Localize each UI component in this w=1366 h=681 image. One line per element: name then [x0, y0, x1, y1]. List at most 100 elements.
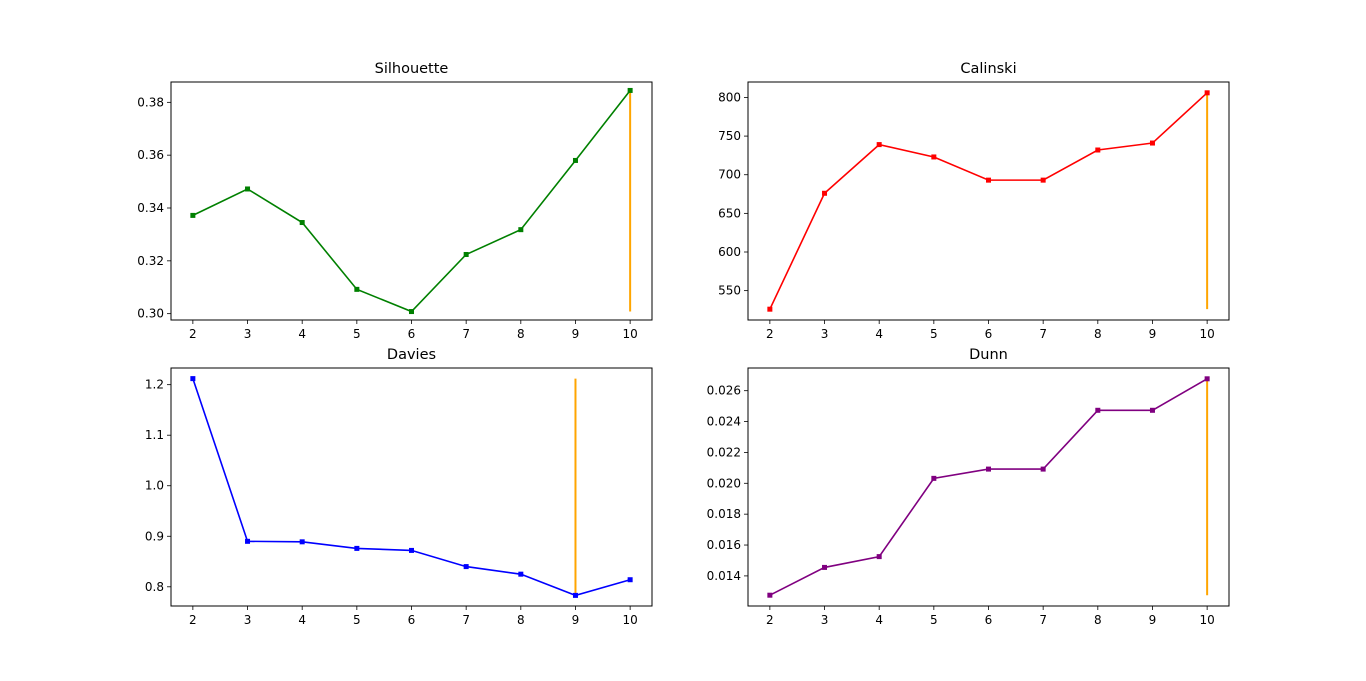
y-tick-label: 0.34 — [137, 201, 164, 215]
data-point — [518, 227, 524, 233]
x-tick-label: 7 — [1039, 613, 1047, 627]
x-tick-label: 6 — [408, 613, 416, 627]
y-tick-label: 1.2 — [145, 378, 164, 392]
panel-calinski: Calinski 2 3 4 5 6 7 8 9 10 550 600 650 700 750 800 — [718, 61, 1230, 341]
data-point — [245, 186, 251, 192]
x-tick-label: 3 — [244, 613, 252, 627]
x-tick-label: 8 — [517, 613, 525, 627]
y-tick-label: 0.32 — [137, 254, 164, 268]
data-point — [767, 592, 773, 598]
data-point — [409, 309, 414, 315]
y-tick-label: 0.024 — [707, 415, 741, 429]
data-point — [354, 545, 360, 551]
data-point — [409, 547, 414, 553]
x-tick-label: 9 — [1149, 613, 1157, 627]
axes-frame — [170, 367, 653, 607]
x-tick-label: 2 — [189, 613, 197, 627]
data-point — [190, 212, 196, 218]
x-tick-label: 3 — [821, 613, 829, 627]
data-point — [1040, 466, 1046, 472]
y-tick-label: 750 — [718, 129, 741, 143]
x-tick-label: 3 — [244, 327, 252, 341]
x-tick-label: 9 — [1149, 327, 1157, 341]
panel-davies: Davies 2 3 4 5 6 7 8 9 10 0.8 0.9 1.0 1.1 1.2 — [145, 347, 653, 627]
data-point — [245, 538, 251, 544]
series-line — [769, 92, 1208, 310]
y-tick-label: 600 — [718, 245, 741, 259]
panel-dunn: Dunn 2 3 4 5 6 7 8 9 10 0.014 0.016 0.018 0.020 0.022… — [707, 347, 1230, 627]
x-tick-label: 10 — [622, 613, 637, 627]
y-tick-label: 0.026 — [707, 384, 741, 398]
data-point — [572, 157, 578, 163]
data-point — [931, 154, 937, 160]
data-point — [822, 564, 828, 570]
y-tick-label: 800 — [718, 90, 741, 104]
x-tick-label: 3 — [821, 327, 829, 341]
panel-title: Silhouette — [375, 61, 449, 77]
y-tick-label: 0.016 — [707, 538, 741, 552]
y-tick-label: 1.1 — [145, 428, 164, 442]
data-point — [354, 286, 360, 292]
x-tick-label: 2 — [766, 327, 774, 341]
y-tick-label: 0.014 — [707, 569, 741, 583]
panel-title: Davies — [387, 347, 436, 363]
x-tick-label: 10 — [1199, 613, 1214, 627]
x-tick-label: 10 — [622, 327, 637, 341]
x-tick-label: 4 — [875, 327, 883, 341]
x-tick-label: 6 — [408, 327, 416, 341]
y-tick-label: 0.018 — [707, 507, 741, 521]
panel-silhouette: Silhouette 2 3 4 5 6 7 8 9 10 0.30 0.32 0.34 0.36 0.3… — [137, 61, 653, 341]
x-tick-label: 7 — [1039, 327, 1047, 341]
data-point — [572, 592, 578, 598]
data-point — [1204, 90, 1210, 96]
data-point — [463, 564, 469, 570]
data-point — [767, 306, 773, 312]
data-point — [627, 577, 633, 583]
data-point — [1040, 177, 1046, 183]
data-point — [627, 87, 633, 93]
series-line — [192, 378, 631, 597]
x-tick-label: 5 — [353, 613, 361, 627]
data-point — [463, 251, 469, 257]
data-point — [986, 177, 991, 183]
data-point — [1149, 407, 1155, 413]
x-tick-label: 4 — [298, 613, 306, 627]
x-tick-label: 7 — [462, 613, 470, 627]
x-tick-label: 5 — [930, 613, 938, 627]
y-tick-label: 0.022 — [707, 445, 741, 459]
series-line — [769, 378, 1208, 596]
data-point — [876, 554, 882, 560]
x-tick-label: 9 — [572, 613, 580, 627]
y-tick-label: 0.9 — [145, 529, 164, 543]
x-tick-label: 5 — [353, 327, 361, 341]
y-tick-label: 0.30 — [137, 307, 164, 321]
data-point — [986, 466, 991, 472]
x-tick-label: 8 — [517, 327, 525, 341]
x-tick-label: 4 — [298, 327, 306, 341]
data-point — [822, 190, 828, 196]
data-point — [1095, 147, 1101, 153]
data-point — [876, 142, 882, 148]
data-point — [931, 475, 937, 481]
x-tick-label: 7 — [462, 327, 470, 341]
y-tick-label: 700 — [718, 168, 741, 182]
data-point — [1095, 407, 1101, 413]
y-tick-label: 0.8 — [145, 580, 164, 594]
x-tick-label: 8 — [1094, 613, 1102, 627]
x-tick-label: 5 — [930, 327, 938, 341]
y-tick-label: 0.36 — [137, 148, 164, 162]
x-tick-label: 6 — [985, 327, 993, 341]
y-tick-label: 0.020 — [707, 476, 741, 490]
data-point — [299, 220, 305, 226]
y-tick-label: 0.38 — [137, 95, 164, 109]
y-tick-label: 550 — [718, 284, 741, 298]
data-point — [518, 571, 524, 577]
x-tick-label: 9 — [572, 327, 580, 341]
series-line — [192, 89, 631, 313]
panel-title: Calinski — [960, 61, 1016, 77]
x-tick-label: 6 — [985, 613, 993, 627]
panel-title: Dunn — [969, 347, 1008, 363]
y-tick-label: 1.0 — [145, 479, 164, 493]
x-tick-label: 4 — [875, 613, 883, 627]
